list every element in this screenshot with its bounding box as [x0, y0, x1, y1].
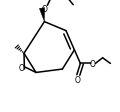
- Text: O: O: [90, 59, 96, 68]
- Polygon shape: [39, 9, 45, 22]
- Text: O: O: [75, 75, 81, 84]
- Text: O: O: [42, 4, 47, 13]
- Text: O: O: [18, 64, 24, 73]
